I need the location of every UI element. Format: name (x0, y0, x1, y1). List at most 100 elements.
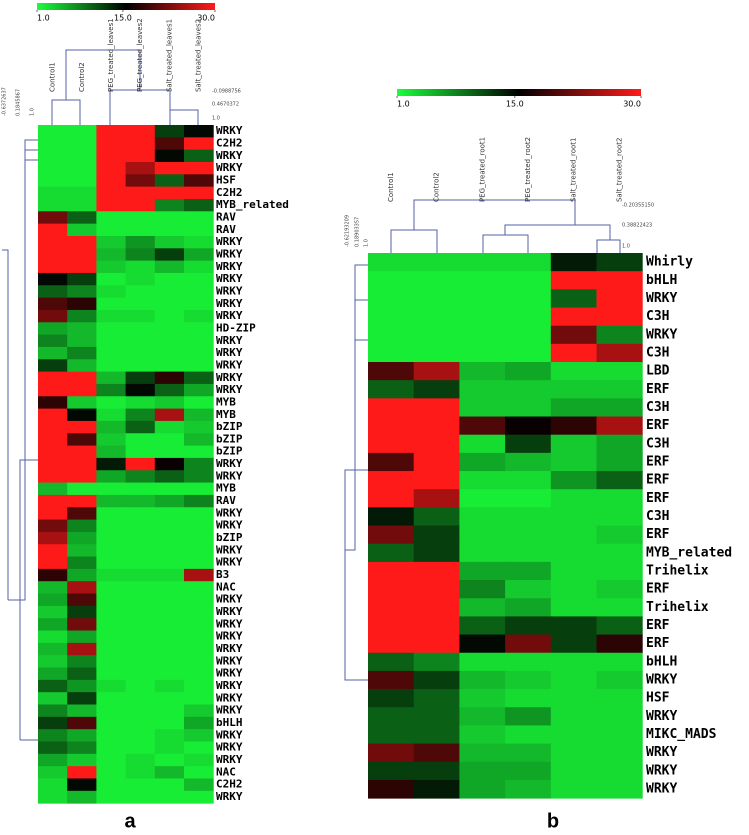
row-label: ERF (646, 491, 670, 506)
heatmap-cell (125, 704, 156, 718)
heatmap-cell (596, 398, 643, 418)
heatmap-cell (368, 289, 415, 309)
heatmap-cell (125, 692, 156, 706)
heatmap-cell (368, 743, 415, 763)
row-label: bZIP (216, 531, 243, 544)
row-label: WRKY (216, 753, 243, 766)
heatmap-cell (459, 725, 506, 745)
row-label: WRKY (216, 260, 243, 273)
heatmap-cell (125, 457, 156, 471)
heatmap-cell (154, 408, 185, 422)
heatmap-cell (125, 531, 156, 545)
row-label: ERF (646, 473, 670, 488)
dendrogram-scale-label: 1.0 (30, 108, 36, 116)
row-label: C2H2 (216, 136, 243, 149)
heatmap-cell (505, 561, 552, 581)
heatmap-cell (96, 334, 127, 348)
row-label: bZIP (216, 432, 243, 445)
column-label: Salt_treated_root1 (570, 138, 578, 202)
heatmap-cell (38, 309, 68, 323)
heatmap-cell (38, 174, 68, 188)
row-label: WRKY (646, 709, 677, 724)
heatmap-cell (459, 580, 506, 599)
heatmap-cell (125, 581, 156, 595)
heatmap-cell (125, 309, 156, 323)
heatmap-cell (459, 616, 506, 636)
heatmap-cell (596, 580, 643, 599)
heatmap-cell (38, 383, 68, 397)
heatmap-cell (413, 761, 460, 781)
row-label: C3H (646, 400, 669, 415)
row-label: WRKY (646, 291, 677, 306)
row-label: WRKY (216, 297, 243, 310)
heatmap-cell (184, 593, 214, 607)
heatmap-cell (550, 652, 597, 672)
row-label: WRKY (646, 672, 677, 687)
heatmap-cell (67, 211, 97, 225)
heatmap-cell (413, 616, 460, 636)
heatmap-cell (67, 285, 97, 299)
heatmap-cell (96, 211, 127, 225)
heatmap-cell (184, 235, 214, 249)
heatmap-cell (96, 556, 127, 570)
heatmap-cell (125, 149, 156, 163)
row-label: WRKY (216, 469, 243, 482)
row-label: C3H (646, 309, 669, 324)
heatmap-cell (550, 380, 597, 399)
heatmap-cell (67, 618, 97, 632)
heatmap-cell (96, 457, 127, 471)
dendrogram-scale-label: 1.0 (364, 239, 370, 247)
heatmap-cell (184, 149, 214, 163)
heatmap-cell (596, 779, 643, 799)
heatmap-cell (96, 149, 127, 163)
heatmap-cell (67, 790, 97, 804)
heatmap-cell (67, 186, 97, 200)
heatmap-cell (67, 334, 97, 348)
heatmap-cell (413, 634, 460, 654)
heatmap-cell (125, 408, 156, 422)
heatmap-cell (368, 670, 415, 690)
heatmap-cell (67, 457, 97, 471)
heatmap-cell (368, 543, 415, 563)
heatmap-cell (96, 125, 127, 138)
row-label: WRKY (216, 790, 243, 803)
heatmap-cell (67, 198, 97, 212)
row-label: WRKY (216, 371, 243, 384)
heatmap-cell (596, 634, 643, 654)
heatmap-cell (96, 667, 127, 681)
heatmap-cell (596, 271, 643, 290)
heatmap-cell (368, 580, 415, 599)
row-label: NAC (216, 765, 236, 778)
heatmap-cell (505, 634, 552, 654)
heatmap-cell (96, 679, 127, 693)
heatmap-cell (596, 471, 643, 490)
heatmap-cell (596, 670, 643, 690)
heatmap-cell (125, 174, 156, 188)
heatmap-cell (96, 235, 127, 249)
heatmap-cell (505, 670, 552, 690)
heatmap-cell (67, 494, 97, 508)
heatmap-cell (596, 598, 643, 617)
heatmap-cell (550, 289, 597, 309)
heatmap-cell (125, 125, 156, 138)
row-label: RAV (216, 210, 236, 223)
row-label: LBD (646, 364, 670, 379)
heatmap-cell (96, 470, 127, 484)
heatmap-cell (413, 689, 460, 708)
heatmap-cell (596, 489, 643, 508)
row-label: ERF (646, 636, 670, 651)
heatmap-cell (184, 309, 214, 323)
heatmap-cell (96, 297, 127, 311)
heatmap-cell (550, 779, 597, 799)
heatmap-cell (184, 457, 214, 471)
heatmap-cell (125, 420, 156, 434)
heatmap-cell (596, 380, 643, 399)
heatmap-cell (459, 598, 506, 617)
heatmap-cell (38, 235, 68, 249)
heatmap-cell (38, 753, 68, 767)
heatmap-cell (505, 271, 552, 290)
heatmap-cell (67, 692, 97, 706)
heatmap-cell (596, 689, 643, 708)
heatmap-cell (125, 642, 156, 656)
heatmap-cell (505, 471, 552, 490)
